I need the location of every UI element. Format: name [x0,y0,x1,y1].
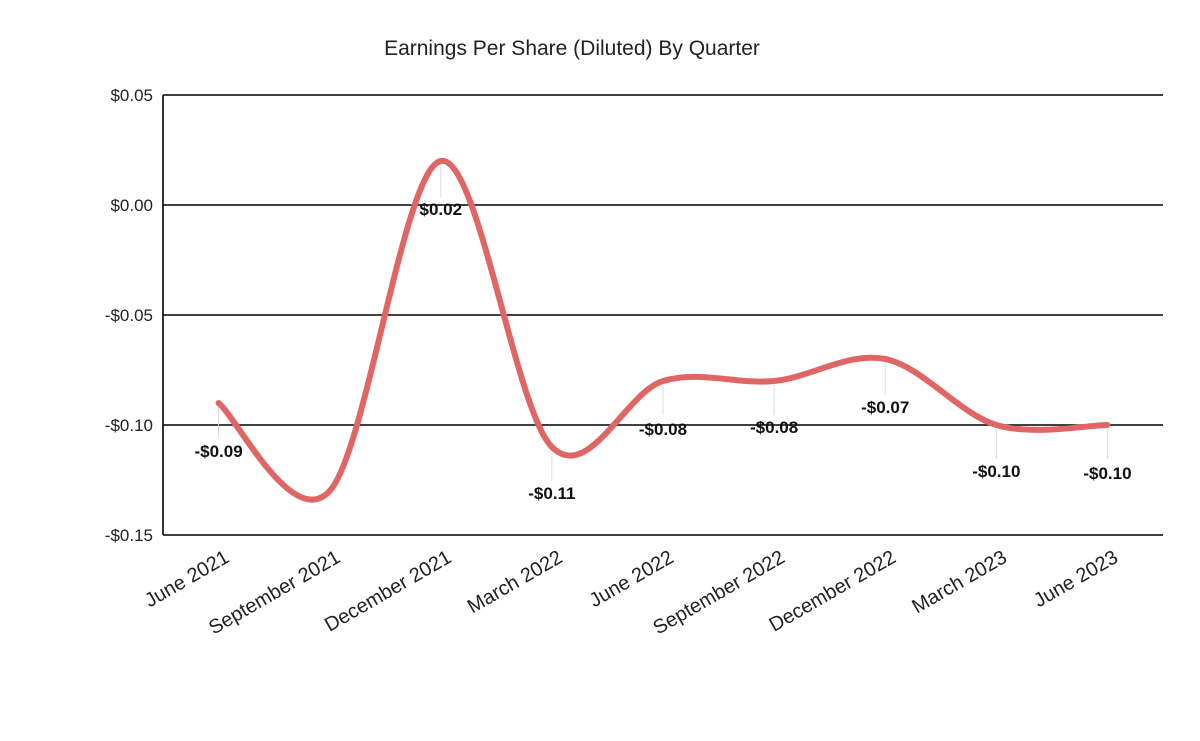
data-label: -$0.09 [194,442,242,461]
data-labels: -$0.09 $0.02 -$0.11 -$0.08 -$0.08 -$0.07 -$0.1… [194,200,1131,503]
chart-title: Earnings Per Share (Diluted) By Quarter [384,37,760,60]
y-axis: $0.05 $0.00 -$0.05 -$0.10 -$0.15 [105,86,164,545]
x-tick-label: March 2022 [464,546,566,618]
y-tick-label: -$0.10 [105,416,153,435]
y-tick-label: -$0.15 [105,526,153,545]
x-tick-label: June 2022 [586,546,678,612]
data-label: -$0.08 [750,418,798,437]
data-label: -$0.10 [972,462,1020,481]
y-tick-label: -$0.05 [105,306,153,325]
x-tick-label: June 2021 [141,546,233,612]
x-tick-label: June 2023 [1030,546,1122,612]
data-label: -$0.11 [528,484,575,503]
data-label: -$0.07 [861,398,909,417]
data-label: $0.02 [420,200,463,219]
series-line [215,158,1111,503]
y-tick-label: $0.00 [110,196,153,215]
x-tick-label: December 2021 [321,546,455,636]
x-tick-label: March 2023 [908,546,1010,618]
y-tick-label: $0.05 [110,86,153,105]
series-layer [215,158,1111,503]
x-tick-label: December 2022 [765,546,899,636]
data-label: -$0.08 [639,420,687,439]
data-label-leaders [218,165,1108,481]
data-label: -$0.10 [1083,464,1131,483]
